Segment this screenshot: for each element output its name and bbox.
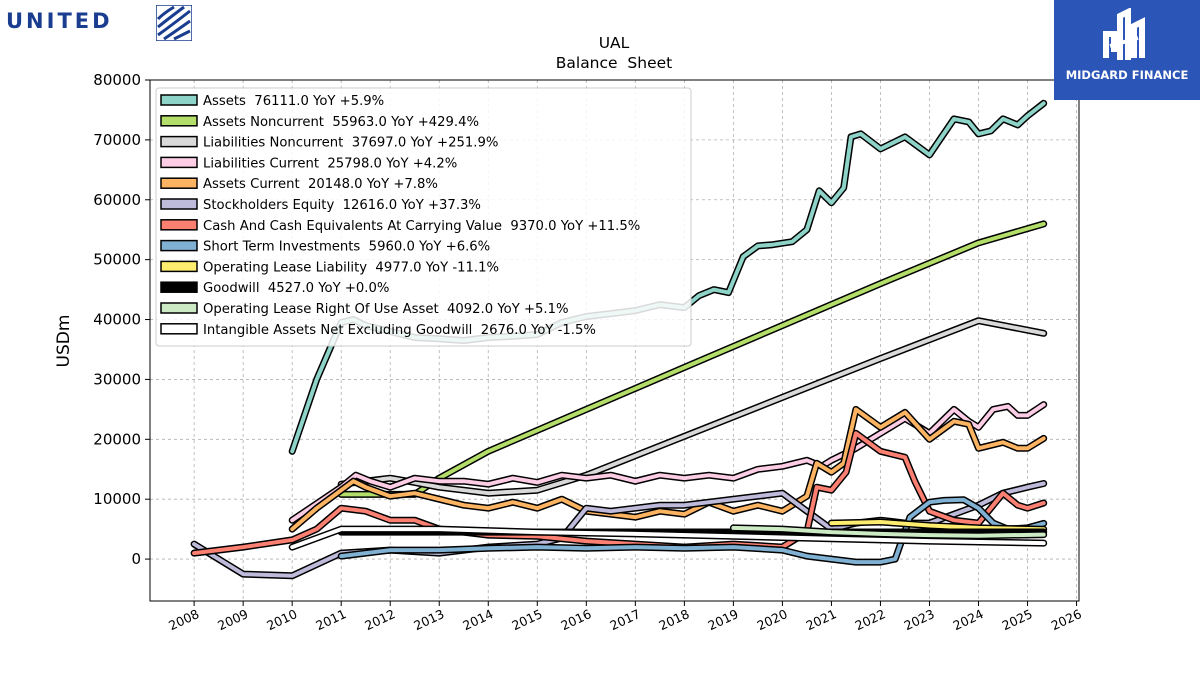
series-line-stroke xyxy=(290,527,1046,550)
x-tick-label: 2018 xyxy=(656,606,691,633)
legend-entry: Assets Current 20148.0 YoY +7.8% xyxy=(203,177,438,192)
plot-frame xyxy=(149,79,1080,602)
series-line-stroke xyxy=(339,318,1046,496)
x-tick-label: 2023 xyxy=(902,606,937,633)
series-line-outline xyxy=(337,317,1048,497)
x-tick-label: 2017 xyxy=(607,606,642,633)
y-axis-label: USDm xyxy=(54,315,74,368)
y-tick-label: 50000 xyxy=(93,251,141,269)
y-tick-label: 20000 xyxy=(93,430,141,448)
series-line-stroke xyxy=(339,497,1046,565)
legend-entry: Assets Noncurrent 55963.0 YoY +429.4% xyxy=(203,115,479,130)
series-line xyxy=(337,496,1048,566)
legend-entry: Stockholders Equity 12616.0 YoY +37.3% xyxy=(203,198,481,213)
legend: Assets 76111.0 YoY +5.9% Assets Noncurren… xyxy=(155,87,692,347)
chart-subtitle: Balance Sheet xyxy=(556,54,673,72)
y-tick-label: 70000 xyxy=(93,131,141,149)
legend-entry: Assets 76111.0 YoY +5.9% xyxy=(203,94,384,109)
x-tick-label: 2011 xyxy=(313,606,348,633)
x-tick-label: 2020 xyxy=(755,606,790,633)
midgard-finance-badge: MIDGARD FINANCE xyxy=(1054,0,1200,100)
x-tick-label: 2016 xyxy=(558,606,593,633)
chart-title: UAL xyxy=(599,34,630,52)
united-logo: UNITED xyxy=(4,4,194,42)
legend-swatch xyxy=(160,94,198,106)
legend-entry: Short Term Investments 5960.0 YoY +6.6% xyxy=(203,240,490,255)
midgard-logo-icon xyxy=(1103,8,1145,60)
y-tick-label: 60000 xyxy=(93,191,141,209)
y-tick-label: 80000 xyxy=(93,71,141,89)
series-line xyxy=(827,518,1048,533)
series-line xyxy=(337,317,1048,497)
legend-swatch xyxy=(160,156,198,169)
legend-entry: Liabilities Noncurrent 37697.0 YoY +251.… xyxy=(203,136,498,151)
y-tick-label: 30000 xyxy=(93,370,141,388)
legend-entry: Intangible Assets Net Excluding Goodwill… xyxy=(203,323,596,338)
series-line-stroke xyxy=(829,520,1046,532)
legend-swatch xyxy=(160,115,198,127)
legend-entry: Operating Lease Right Of Use Asset 4092.… xyxy=(203,302,569,317)
y-tick-label: 10000 xyxy=(93,490,141,508)
legend-swatch xyxy=(160,302,198,314)
y-tick-label: 0 xyxy=(131,550,141,568)
legend-swatch xyxy=(160,177,198,189)
x-tick-label: 2013 xyxy=(411,606,446,633)
legend-swatch xyxy=(160,323,198,335)
legend-swatch xyxy=(160,219,198,231)
legend-swatch xyxy=(160,239,198,252)
series-line xyxy=(288,525,1048,551)
x-tick-label: 2012 xyxy=(362,606,397,633)
legend-entry: Cash And Cash Equivalents At Carrying Va… xyxy=(203,219,640,234)
x-tick-label: 2014 xyxy=(460,606,495,633)
united-wordmark: UNITED xyxy=(6,9,113,33)
globe-icon xyxy=(156,5,192,41)
y-tick-label: 40000 xyxy=(93,311,141,329)
legend-swatch xyxy=(160,198,198,210)
legend-swatch xyxy=(160,281,198,293)
x-tick-label: 2025 xyxy=(1000,606,1035,633)
series-line-stroke xyxy=(731,525,1046,538)
x-tick-label: 2015 xyxy=(509,606,544,633)
legend-entry: Goodwill 4527.0 YoY +0.0% xyxy=(203,281,389,296)
x-tick-label: 2021 xyxy=(804,606,839,633)
x-tick-label: 2009 xyxy=(215,606,250,633)
legend-swatch xyxy=(160,260,198,273)
legend-box xyxy=(155,87,692,347)
x-tick-label: 2024 xyxy=(951,606,986,633)
legend-entry: Operating Lease Liability 4977.0 YoY -11… xyxy=(203,260,499,275)
series-line xyxy=(729,524,1048,540)
x-tick-label: 2026 xyxy=(1049,606,1084,633)
x-tick-label: 2019 xyxy=(705,606,740,633)
legend-entry: Liabilities Current 25798.0 YoY +4.2% xyxy=(203,156,457,171)
midgard-finance-label: MIDGARD FINANCE xyxy=(1065,68,1189,82)
x-tick-label: 2008 xyxy=(166,606,201,633)
x-tick-label: 2022 xyxy=(853,606,888,633)
legend-swatch xyxy=(160,135,198,148)
x-tick-label: 2010 xyxy=(264,606,299,633)
